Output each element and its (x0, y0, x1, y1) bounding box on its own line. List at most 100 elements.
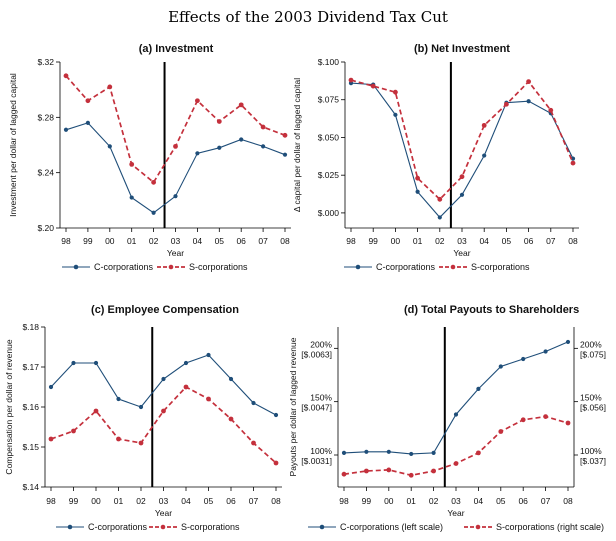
y-tick-label: 150% (310, 393, 332, 403)
y-tick-label: $.28 (37, 112, 54, 122)
x-tick-label: 00 (105, 236, 115, 246)
data-point (138, 440, 144, 446)
data-point (273, 460, 279, 466)
x-tick-label: 04 (193, 236, 203, 246)
x-tick-label: 05 (502, 236, 512, 246)
x-tick-label: 06 (236, 236, 246, 246)
x-tick-label: 08 (568, 236, 578, 246)
panel-title: (c) Employee Compensation (91, 304, 239, 316)
data-point (459, 192, 465, 197)
x-tick-label: 05 (215, 236, 225, 246)
panel-title: (b) Net Investment (414, 43, 510, 55)
data-point (107, 144, 112, 149)
y-tick-label-dollar: [$.0063] (301, 349, 332, 359)
data-point (364, 468, 369, 474)
data-point (239, 137, 244, 142)
y-tick-label-right: 150% (580, 393, 602, 403)
legend-marker (73, 264, 79, 270)
data-point (261, 144, 266, 149)
data-point (520, 417, 526, 423)
legend-label: C-corporations (94, 262, 154, 272)
x-tick-label: 02 (136, 496, 146, 506)
x-axis-label: Year (447, 508, 464, 518)
y-tick-label-right: 200% (580, 339, 602, 349)
legend-label: C-corporations (88, 522, 148, 532)
legend-marker (355, 264, 361, 270)
chart-panel-3: (c) Employee Compensation $.14 $.15 $.16 $.1… (4, 304, 282, 532)
data-point (116, 396, 121, 402)
legend-label: C-corporations (376, 262, 436, 272)
data-point (565, 420, 571, 426)
data-point (93, 408, 99, 414)
data-point (63, 127, 69, 132)
x-tick-label: 02 (429, 496, 439, 506)
data-point (393, 112, 398, 117)
x-tick-label: 08 (563, 496, 573, 506)
x-tick-label: 08 (280, 236, 290, 246)
data-point (504, 101, 509, 107)
data-point (409, 451, 414, 457)
y-tick-label: 200% (310, 339, 332, 349)
data-point (161, 376, 166, 382)
y-tick-label: $.050 (318, 132, 340, 142)
data-point (151, 210, 156, 215)
data-point (48, 436, 54, 442)
data-point (183, 360, 189, 366)
chart-panel-2: (b) Net Investment $.000 $.025 $.050 $.075 $.… (292, 43, 579, 272)
x-tick-label: 98 (61, 236, 71, 246)
x-tick-label: 05 (204, 496, 214, 506)
x-tick-label: 98 (346, 236, 356, 246)
x-tick-label: 01 (413, 236, 423, 246)
data-point (183, 384, 189, 390)
data-point (453, 412, 459, 417)
y-tick-label: $.18 (22, 322, 39, 332)
data-point (459, 174, 465, 180)
legend-marker (450, 264, 456, 270)
panel-title: (d) Total Payouts to Shareholders (404, 304, 579, 316)
data-point (431, 468, 436, 474)
data-point (260, 124, 266, 130)
data-point (386, 467, 392, 473)
x-tick-label: 05 (496, 496, 506, 506)
x-tick-label: 00 (91, 496, 101, 506)
legend-marker (160, 524, 166, 530)
data-point (217, 145, 222, 150)
chart-panel-4: (d) Total Payouts to Shareholders100%[$.… (288, 304, 606, 532)
y-tick-label-right-dollar: [$.056] (580, 403, 606, 413)
x-tick-label: 99 (368, 236, 378, 246)
data-point (138, 404, 144, 410)
y-tick-label: $.100 (318, 57, 340, 67)
x-tick-label: 06 (226, 496, 236, 506)
data-point (238, 102, 244, 108)
y-tick-label: $.16 (22, 402, 39, 412)
data-point (195, 151, 200, 156)
data-point (206, 396, 211, 402)
data-point (526, 99, 531, 104)
x-tick-label: 07 (541, 496, 551, 506)
y-axis-label: Δ capital per dollar of lagged capital (292, 78, 302, 212)
series-line-c-corporations (65, 122, 286, 214)
legend-marker (319, 524, 325, 530)
y-tick-label-dollar: [$.0031] (301, 456, 332, 466)
x-tick-label: 00 (384, 496, 394, 506)
data-point (526, 79, 531, 85)
data-point (570, 160, 576, 166)
y-tick-label: $.17 (22, 362, 39, 372)
y-tick-label-dollar: [$.0047] (301, 403, 332, 413)
y-axis-label: Compensation per dollar of revenue (4, 339, 14, 474)
x-tick-label: 03 (171, 236, 181, 246)
data-point (364, 449, 369, 454)
data-point (543, 414, 548, 419)
data-point (341, 471, 347, 477)
data-point (341, 450, 347, 455)
data-point (129, 195, 134, 200)
series-line-s-corporations (65, 75, 286, 184)
data-point (543, 349, 548, 354)
x-tick-label: 04 (479, 236, 489, 246)
x-axis-label: Year (167, 248, 184, 258)
x-tick-label: 00 (391, 236, 401, 246)
data-point (386, 449, 391, 454)
data-point (161, 408, 166, 414)
series-line-c-corporations (50, 354, 277, 416)
x-tick-label: 03 (159, 496, 169, 506)
